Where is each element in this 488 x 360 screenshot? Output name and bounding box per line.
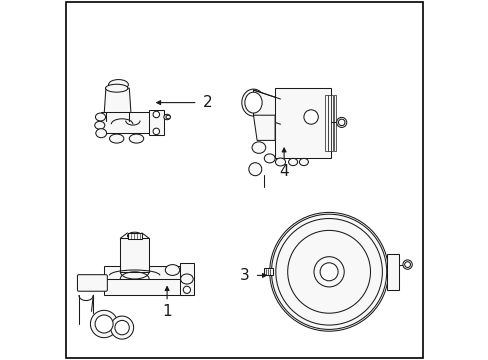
Polygon shape <box>120 238 149 272</box>
Circle shape <box>95 315 113 333</box>
Ellipse shape <box>108 80 128 90</box>
FancyBboxPatch shape <box>77 275 107 291</box>
Text: 1: 1 <box>162 304 172 319</box>
Text: 3: 3 <box>239 268 249 283</box>
Bar <box>333 95 336 151</box>
Polygon shape <box>149 110 163 135</box>
Ellipse shape <box>166 115 170 119</box>
Circle shape <box>248 163 261 176</box>
Bar <box>386 254 398 290</box>
Circle shape <box>183 286 190 293</box>
Ellipse shape <box>105 84 127 92</box>
Circle shape <box>90 310 118 338</box>
Circle shape <box>320 263 337 281</box>
Ellipse shape <box>264 154 275 163</box>
Ellipse shape <box>338 119 344 126</box>
Polygon shape <box>253 90 280 124</box>
Ellipse shape <box>404 262 409 267</box>
Bar <box>127 233 142 239</box>
Ellipse shape <box>275 158 285 166</box>
Polygon shape <box>101 112 160 133</box>
Ellipse shape <box>109 134 123 143</box>
Circle shape <box>115 320 129 335</box>
Bar <box>330 95 333 151</box>
Polygon shape <box>104 279 190 295</box>
Ellipse shape <box>402 260 411 269</box>
Ellipse shape <box>96 129 106 138</box>
Ellipse shape <box>129 134 143 143</box>
Bar <box>263 268 272 275</box>
Circle shape <box>110 316 133 339</box>
Polygon shape <box>104 266 190 283</box>
Ellipse shape <box>244 92 262 113</box>
Bar <box>328 95 330 151</box>
Bar <box>275 88 330 158</box>
Ellipse shape <box>127 232 142 239</box>
Ellipse shape <box>299 158 308 166</box>
Ellipse shape <box>95 113 105 121</box>
Ellipse shape <box>336 117 346 127</box>
Circle shape <box>303 110 318 124</box>
Circle shape <box>269 212 387 331</box>
Bar <box>325 95 327 151</box>
Polygon shape <box>179 263 194 295</box>
Text: 4: 4 <box>279 164 288 179</box>
Ellipse shape <box>95 121 104 129</box>
Polygon shape <box>104 88 131 121</box>
Circle shape <box>153 128 159 135</box>
Ellipse shape <box>241 89 264 116</box>
Ellipse shape <box>288 158 297 166</box>
Circle shape <box>313 257 344 287</box>
Ellipse shape <box>165 265 179 275</box>
Ellipse shape <box>163 114 170 120</box>
Circle shape <box>153 111 159 118</box>
Text: 2: 2 <box>202 95 212 110</box>
Ellipse shape <box>251 142 265 153</box>
Ellipse shape <box>180 274 193 284</box>
Polygon shape <box>253 115 275 140</box>
